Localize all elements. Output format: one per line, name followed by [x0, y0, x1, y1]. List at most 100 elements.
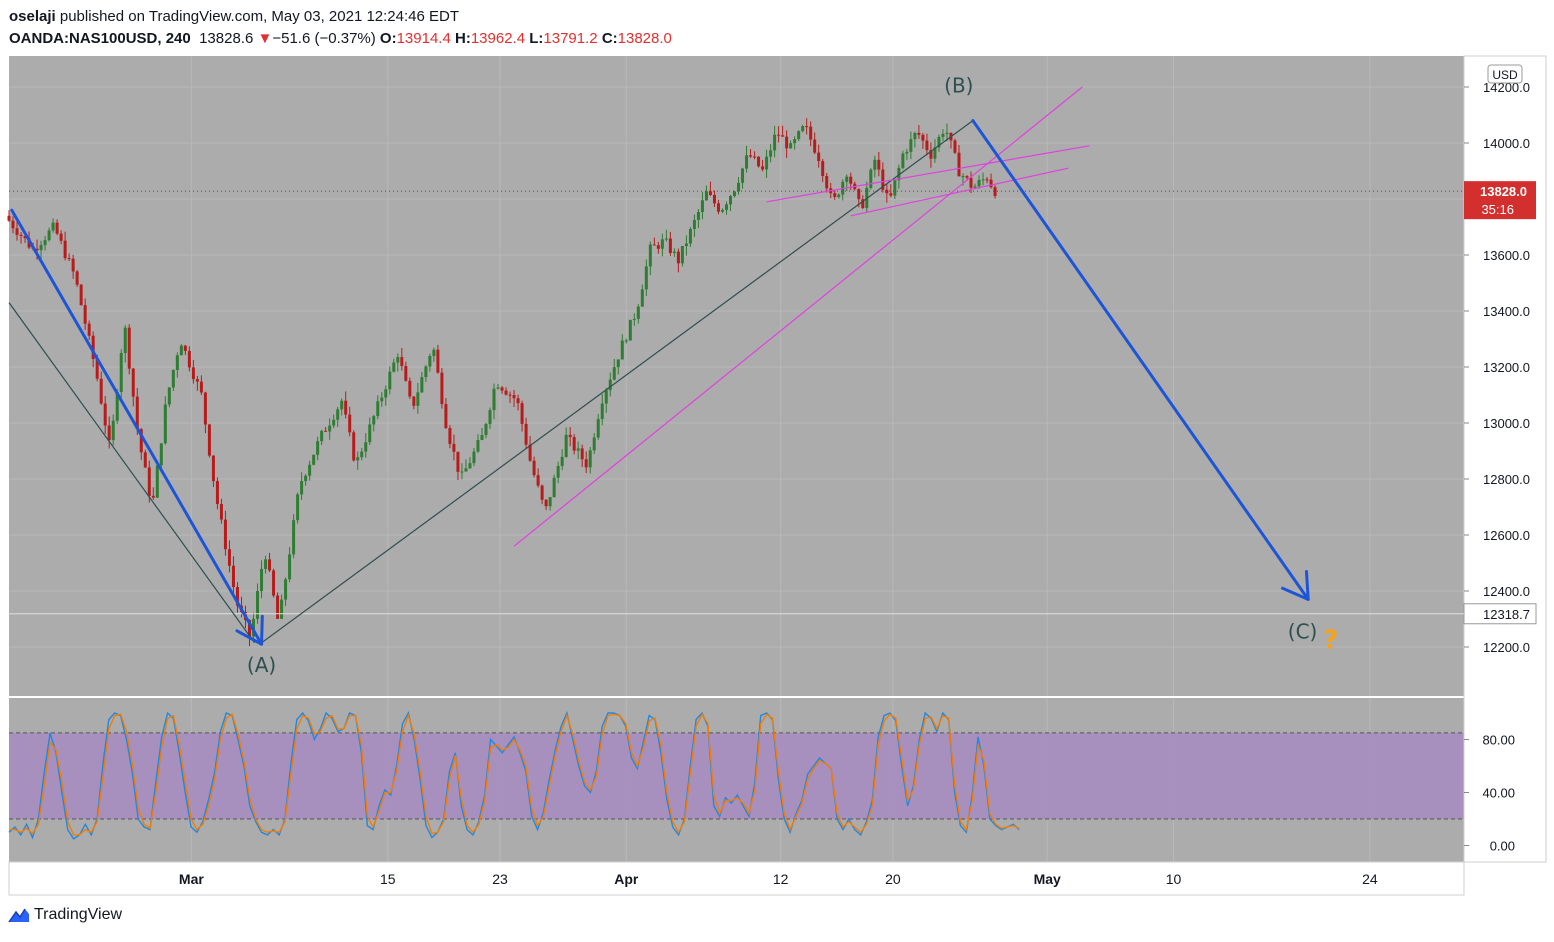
last-price-label[interactable] [1464, 181, 1536, 220]
candle-body [825, 176, 829, 189]
candle-body [19, 234, 23, 236]
candle-body [668, 238, 672, 253]
candle-body [628, 319, 632, 341]
currency-badge[interactable] [1487, 64, 1523, 84]
candle-body [231, 565, 235, 588]
stochastic-pane[interactable] [8, 696, 1464, 862]
candle-body [115, 391, 119, 421]
candle-body [51, 222, 55, 231]
candle-body [408, 380, 412, 397]
candle-body [925, 140, 929, 151]
candle-body [155, 465, 159, 498]
trend-line[interactable] [261, 120, 974, 644]
candle-body [288, 554, 292, 580]
footer[interactable]: TradingView [8, 906, 122, 924]
candle-body [973, 186, 977, 188]
candle-body [781, 135, 785, 137]
candle-body [183, 345, 187, 351]
candle-body [761, 166, 765, 170]
candle-body [801, 126, 805, 132]
ohlc-line: OANDA:NAS100USD, 240 13828.6 ▼−51.6 (−0.… [9, 28, 672, 50]
candle-body [179, 345, 183, 356]
candle-body [568, 434, 572, 438]
candle-body [548, 497, 552, 507]
time-scale[interactable] [8, 861, 1465, 896]
wave-arrow-line[interactable] [971, 119, 1310, 601]
candle-body [320, 430, 324, 442]
candle-body [484, 423, 488, 436]
brand-name: TradingView [34, 906, 123, 923]
candle-body [147, 467, 151, 496]
wave-arrow-line[interactable] [10, 208, 264, 646]
wave-label[interactable]: (B) [944, 74, 973, 98]
candle-body [203, 392, 207, 425]
candle-body [729, 196, 733, 205]
trend-line[interactable] [8, 302, 256, 644]
candle-body [564, 434, 568, 457]
candle-body [664, 238, 668, 240]
candle-body [733, 191, 737, 197]
publish-info: oselaji published on TradingView.com, Ma… [9, 6, 672, 28]
candle-body [600, 403, 604, 420]
candle-body [412, 396, 416, 406]
time-tick-label: Mar [179, 871, 204, 887]
candle-body [23, 235, 27, 239]
candle-body [175, 355, 179, 370]
candle-body [248, 620, 252, 637]
candle-body [440, 372, 444, 405]
candle-body [869, 169, 873, 188]
candle-body [352, 432, 356, 461]
candle-body [560, 456, 564, 466]
wave-label[interactable]: (C) [1288, 620, 1318, 644]
candle-body [71, 258, 75, 272]
channel-line[interactable] [766, 145, 1090, 203]
candle-body [604, 390, 608, 404]
candle-body [460, 471, 464, 473]
candle-body [15, 228, 19, 235]
candle-body [396, 357, 400, 363]
candle-body [488, 410, 492, 424]
drawings[interactable]: (A) (B) (C)? [8, 74, 1464, 678]
time-tick-label: 20 [885, 871, 901, 887]
candle-body [813, 139, 817, 153]
candle-body [632, 318, 636, 320]
published-text: published on TradingView.com, May 03, 20… [59, 8, 460, 25]
candle-body [737, 182, 741, 192]
candle-body [268, 559, 272, 571]
candle-body [496, 387, 500, 389]
candle-body [584, 459, 588, 468]
candle-body [356, 457, 360, 461]
candle-body [660, 239, 664, 249]
question-mark-annotation[interactable]: ? [1323, 625, 1338, 655]
candle-body [119, 353, 123, 392]
candle-body [332, 419, 336, 426]
candle-body [753, 156, 757, 158]
candle-body [7, 215, 11, 221]
candle-body [672, 251, 676, 253]
tradingview-logo-icon [8, 908, 29, 923]
candle-body [388, 371, 392, 390]
candle-body [909, 139, 913, 152]
price-pane[interactable] [7, 56, 1465, 696]
candle-body [616, 359, 620, 368]
price-tick-label: 13600.0 [1483, 248, 1530, 263]
arrow-head-icon [1280, 569, 1310, 601]
author-name[interactable]: oselaji [9, 8, 56, 25]
candle-body [39, 245, 43, 251]
open-label: O: [379, 30, 397, 47]
candle-body [692, 220, 696, 229]
candle-body [993, 187, 997, 196]
candle-body [292, 520, 296, 555]
price-change: −51.6 (−0.37%) [272, 30, 376, 47]
candle-body [151, 495, 155, 498]
time-tick-label: 12 [773, 871, 789, 887]
wave-label[interactable]: (A) [247, 653, 276, 677]
price-plot-area[interactable] [9, 56, 1464, 696]
price-tick-label: 13400.0 [1483, 304, 1530, 319]
candle-body [636, 306, 640, 319]
candle-body [536, 475, 540, 486]
candle-body [881, 169, 885, 190]
channel-line[interactable] [850, 167, 1069, 217]
candle-body [464, 468, 468, 472]
